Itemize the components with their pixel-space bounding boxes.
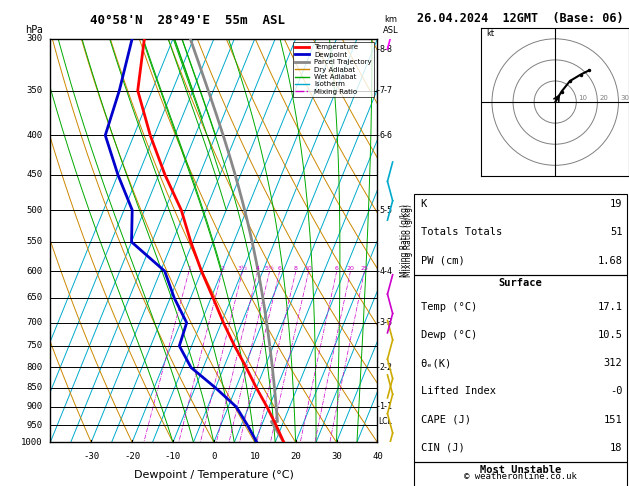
- Bar: [414, 463, 627, 486]
- Text: hPa: hPa: [25, 25, 43, 35]
- Bar: [414, 194, 627, 276]
- Text: 18: 18: [610, 443, 623, 452]
- Text: 8: 8: [294, 266, 298, 271]
- Text: -0: -0: [610, 386, 623, 396]
- Text: 950: 950: [26, 420, 42, 430]
- Text: 51: 51: [610, 227, 623, 238]
- Text: 350: 350: [26, 86, 42, 95]
- Text: θₑ(K): θₑ(K): [421, 358, 452, 368]
- Text: 2: 2: [220, 266, 224, 271]
- Text: Mixing Ratio (g/kg): Mixing Ratio (g/kg): [404, 204, 413, 277]
- Text: 10.5: 10.5: [598, 330, 623, 340]
- Text: Most Unstable: Most Unstable: [480, 465, 561, 475]
- Text: 26.04.2024  12GMT  (Base: 06): 26.04.2024 12GMT (Base: 06): [417, 12, 624, 25]
- Text: 20: 20: [599, 95, 608, 101]
- Text: K: K: [421, 199, 427, 209]
- Text: 0: 0: [211, 452, 216, 461]
- Text: 30: 30: [621, 95, 629, 101]
- Text: Mixing Ratio (g/kg): Mixing Ratio (g/kg): [400, 204, 409, 277]
- Text: 5½: 5½: [265, 266, 275, 271]
- Text: Totals Totals: Totals Totals: [421, 227, 502, 238]
- Text: 700: 700: [26, 318, 42, 327]
- Text: 30: 30: [331, 452, 342, 461]
- Text: 10: 10: [579, 95, 587, 101]
- Text: -10: -10: [165, 452, 181, 461]
- Text: -8: -8: [376, 45, 386, 54]
- Text: -1: -1: [376, 402, 386, 412]
- Text: 850: 850: [26, 383, 42, 392]
- Text: -2: -2: [376, 363, 386, 372]
- Text: 450: 450: [26, 170, 42, 179]
- Text: -5: -5: [376, 206, 386, 214]
- Text: Dewp (°C): Dewp (°C): [421, 330, 477, 340]
- Text: 600: 600: [26, 267, 42, 276]
- Text: 10: 10: [249, 452, 260, 461]
- Text: 300: 300: [26, 35, 42, 43]
- Text: 400: 400: [26, 131, 42, 140]
- Text: 40: 40: [372, 452, 383, 461]
- Text: 6: 6: [278, 266, 282, 271]
- Text: 40°58'N  28°49'E  55m  ASL: 40°58'N 28°49'E 55m ASL: [90, 14, 285, 27]
- Bar: [414, 276, 627, 463]
- Text: -8: -8: [382, 45, 392, 54]
- Text: 20: 20: [347, 266, 354, 271]
- Text: 151: 151: [604, 415, 623, 424]
- Text: 1000: 1000: [21, 438, 42, 447]
- Text: Lifted Index: Lifted Index: [421, 386, 496, 396]
- Text: -6: -6: [376, 131, 386, 140]
- Text: 4: 4: [255, 266, 260, 271]
- Text: PW (cm): PW (cm): [421, 256, 464, 266]
- Text: 6: 6: [335, 266, 338, 271]
- Text: 650: 650: [26, 294, 42, 302]
- Text: -2: -2: [382, 363, 392, 372]
- Text: Surface: Surface: [499, 278, 542, 288]
- Text: -20: -20: [124, 452, 140, 461]
- Text: km
ASL: km ASL: [382, 16, 398, 35]
- Text: © weatheronline.co.uk: © weatheronline.co.uk: [464, 472, 577, 481]
- Text: 900: 900: [26, 402, 42, 412]
- Text: 10: 10: [305, 266, 313, 271]
- Text: 1: 1: [187, 266, 191, 271]
- Text: 20: 20: [290, 452, 301, 461]
- Text: 19: 19: [610, 199, 623, 209]
- Text: -4: -4: [376, 267, 386, 276]
- Text: -3: -3: [382, 318, 392, 327]
- Text: -7: -7: [382, 86, 392, 95]
- Text: 550: 550: [26, 238, 42, 246]
- Text: kt: kt: [486, 29, 494, 37]
- Text: 312: 312: [604, 358, 623, 368]
- Text: CAPE (J): CAPE (J): [421, 415, 470, 424]
- Text: -30: -30: [83, 452, 99, 461]
- Text: LCL: LCL: [378, 417, 392, 426]
- Text: -1: -1: [382, 402, 392, 412]
- Legend: Temperature, Dewpoint, Parcel Trajectory, Dry Adiabat, Wet Adiabat, Isotherm, Mi: Temperature, Dewpoint, Parcel Trajectory…: [292, 42, 374, 97]
- Text: 750: 750: [26, 341, 42, 350]
- Text: 25: 25: [360, 266, 369, 271]
- Text: Temp (°C): Temp (°C): [421, 302, 477, 312]
- Text: -6: -6: [382, 131, 392, 140]
- Text: 17.1: 17.1: [598, 302, 623, 312]
- Text: 3½: 3½: [238, 266, 248, 271]
- Text: -7: -7: [376, 86, 386, 95]
- Text: -3: -3: [376, 318, 386, 327]
- Text: CIN (J): CIN (J): [421, 443, 464, 452]
- Text: -4: -4: [382, 267, 392, 276]
- Text: 500: 500: [26, 206, 42, 214]
- Text: 1.68: 1.68: [598, 256, 623, 266]
- Text: Dewpoint / Temperature (°C): Dewpoint / Temperature (°C): [134, 470, 294, 481]
- Text: 800: 800: [26, 363, 42, 372]
- Text: -5: -5: [382, 206, 392, 214]
